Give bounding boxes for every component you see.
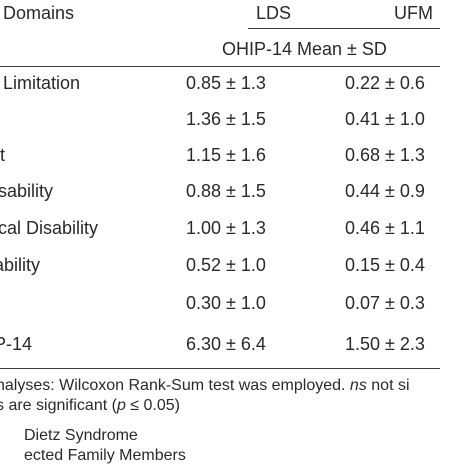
footnote-analyses-text: nalyses: Wilcoxon Rank-Sum test was empl… xyxy=(0,377,350,394)
footnote-significance: s are significant (p ≤ 0.05) xyxy=(0,396,180,416)
footnote-lds: Dietz Syndrome xyxy=(24,427,138,444)
ufm-cell: 0.15 ± 0.4 xyxy=(345,255,425,275)
domain-cell: l Limitation xyxy=(0,73,81,93)
ufm-cell: 0.07 ± 0.3 xyxy=(345,293,425,313)
subheader-ohip-mean-sd: OHIP-14 Mean ± SD xyxy=(222,39,387,59)
lds-cell: 1.36 ± 1.5 xyxy=(186,109,266,129)
footnote-ufm: ected Family Members xyxy=(24,447,186,464)
domain-cell: ability xyxy=(0,255,41,275)
header-domains: Domains xyxy=(3,3,75,23)
lds-cell: 0.85 ± 1.3 xyxy=(186,73,266,93)
ufm-cell: 1.50 ± 2.3 xyxy=(345,334,425,354)
lds-cell: 0.52 ± 1.0 xyxy=(186,255,266,275)
bottom-rule xyxy=(0,368,440,370)
lds-cell: 1.00 ± 1.3 xyxy=(186,218,266,238)
ufm-cell: 0.68 ± 1.3 xyxy=(345,145,425,165)
footnote-analyses-tail: not si xyxy=(366,377,410,394)
footnote-significance-text: s are significant ( xyxy=(0,397,117,414)
lds-cell: 6.30 ± 6.4 xyxy=(186,334,266,354)
ufm-cell: 0.22 ± 0.6 xyxy=(345,73,425,93)
domain-cell: ical Disability xyxy=(0,218,99,238)
lds-cell: 0.30 ± 1.0 xyxy=(186,293,266,313)
ufm-cell: 0.41 ± 1.0 xyxy=(345,109,425,129)
header-ufm: UFM xyxy=(394,3,433,23)
domain-cell: isability xyxy=(0,181,54,201)
domain-cell: P-14 xyxy=(0,334,33,354)
header-lds: LDS xyxy=(256,3,292,23)
top-rule xyxy=(0,66,440,68)
ufm-cell: 0.46 ± 1.1 xyxy=(345,218,425,238)
footnote-ns: ns xyxy=(349,377,367,394)
lds-cell: 1.15 ± 1.6 xyxy=(186,145,266,165)
ufm-cell: 0.44 ± 0.9 xyxy=(345,181,425,201)
footnote-significance-tail: ≤ 0.05) xyxy=(125,397,180,414)
header-rule xyxy=(248,28,440,30)
lds-cell: 0.88 ± 1.5 xyxy=(186,181,266,201)
domain-cell: rt xyxy=(0,145,5,165)
footnote-analyses: nalyses: Wilcoxon Rank-Sum test was empl… xyxy=(0,376,410,396)
footnote-p: p xyxy=(116,397,126,414)
